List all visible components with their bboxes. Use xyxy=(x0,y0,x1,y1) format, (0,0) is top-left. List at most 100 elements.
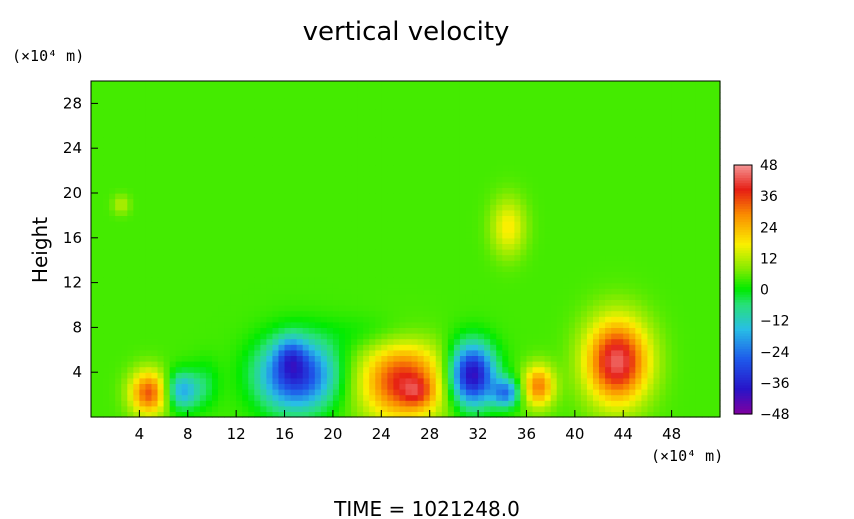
heatmap-cell xyxy=(574,215,582,222)
heatmap-cell xyxy=(399,198,407,205)
heatmap-cell xyxy=(393,282,401,289)
heatmap-cell xyxy=(677,355,685,362)
heatmap-cell xyxy=(635,187,642,194)
heatmap-cell xyxy=(230,148,237,155)
heatmap-cell xyxy=(568,394,576,401)
heatmap-cell xyxy=(211,232,219,239)
heatmap-cell xyxy=(459,198,467,205)
heatmap-cell xyxy=(248,305,255,312)
heatmap-cell xyxy=(429,148,437,155)
heatmap-cell xyxy=(496,170,503,177)
heatmap-cell xyxy=(187,193,195,200)
heatmap-cell xyxy=(653,288,661,295)
heatmap-cell xyxy=(562,377,570,384)
heatmap-cell xyxy=(242,349,249,356)
heatmap-cell xyxy=(411,405,419,412)
heatmap-cell xyxy=(218,271,225,278)
heatmap-cell xyxy=(484,366,491,373)
heatmap-cell xyxy=(187,254,195,261)
heatmap-cell xyxy=(526,193,534,200)
heatmap-cell xyxy=(230,254,237,261)
heatmap-cell xyxy=(320,366,328,373)
heatmap-cell xyxy=(532,372,540,379)
heatmap-cell xyxy=(490,349,497,356)
heatmap-cell xyxy=(659,282,667,289)
heatmap-cell xyxy=(266,170,274,177)
heatmap-cell xyxy=(459,265,467,272)
heatmap-cell xyxy=(514,187,522,194)
heatmap-cell xyxy=(556,198,564,205)
heatmap-cell xyxy=(478,411,485,418)
heatmap-cell xyxy=(459,181,467,188)
heatmap-cell xyxy=(127,249,134,256)
heatmap-cell xyxy=(574,355,582,362)
heatmap-cell xyxy=(635,198,642,205)
heatmap-cell xyxy=(332,288,340,295)
heatmap-cell xyxy=(574,232,582,239)
heatmap-cell xyxy=(211,277,219,284)
heatmap-cell xyxy=(574,198,582,205)
heatmap-cell xyxy=(284,232,292,239)
heatmap-cell xyxy=(296,153,304,160)
heatmap-cell xyxy=(429,271,437,278)
heatmap-cell xyxy=(248,159,255,166)
heatmap-cell xyxy=(574,344,582,351)
heatmap-cell xyxy=(175,187,183,194)
heatmap-cell xyxy=(399,204,407,211)
heatmap-cell xyxy=(417,293,425,300)
heatmap-cell xyxy=(496,389,503,396)
heatmap-cell xyxy=(514,411,522,418)
heatmap-cell xyxy=(453,361,461,368)
heatmap-cell xyxy=(272,411,280,418)
heatmap-cell xyxy=(417,361,425,368)
heatmap-cell xyxy=(121,377,128,384)
heatmap-cell xyxy=(351,226,358,233)
heatmap-cell xyxy=(707,321,715,328)
heatmap-cell xyxy=(326,260,334,267)
heatmap-cell xyxy=(332,400,340,407)
heatmap-cell xyxy=(568,193,576,200)
heatmap-cell xyxy=(363,305,370,312)
heatmap-cell xyxy=(187,372,195,379)
heatmap-cell xyxy=(623,310,630,317)
heatmap-cell xyxy=(586,361,594,368)
heatmap-cell xyxy=(230,237,237,244)
heatmap-cell xyxy=(677,293,685,300)
heatmap-cell xyxy=(242,193,249,200)
heatmap-cell xyxy=(363,288,370,295)
heatmap-cell xyxy=(701,327,709,334)
heatmap-cell xyxy=(399,221,407,228)
heatmap-cell xyxy=(139,293,147,300)
heatmap-cell xyxy=(647,198,655,205)
heatmap-cell xyxy=(701,305,709,312)
heatmap-cell xyxy=(520,271,528,278)
heatmap-cell xyxy=(218,349,225,356)
heatmap-cell xyxy=(623,377,630,384)
heatmap-cell xyxy=(199,209,207,216)
heatmap-cell xyxy=(133,265,140,272)
heatmap-cell xyxy=(145,394,153,401)
heatmap-cell xyxy=(502,148,509,155)
heatmap-cell xyxy=(689,293,697,300)
heatmap-cell xyxy=(236,305,243,312)
heatmap-cell xyxy=(284,254,292,261)
heatmap-cell xyxy=(453,260,461,267)
heatmap-cell xyxy=(478,209,485,216)
heatmap-cell xyxy=(472,170,479,177)
heatmap-cell xyxy=(580,310,588,317)
heatmap-cell xyxy=(393,237,401,244)
heatmap-cell xyxy=(435,204,443,211)
heatmap-cell xyxy=(387,148,395,155)
heatmap-cell xyxy=(550,400,558,407)
heatmap-cell xyxy=(254,344,261,351)
heatmap-cell xyxy=(417,243,425,250)
heatmap-cell xyxy=(701,170,709,177)
heatmap-cell xyxy=(242,305,249,312)
heatmap-cell xyxy=(574,159,582,166)
heatmap-cell xyxy=(605,411,612,418)
heatmap-cell xyxy=(496,153,503,160)
heatmap-cell xyxy=(169,377,177,384)
heatmap-cell xyxy=(369,176,376,183)
heatmap-cell xyxy=(375,361,382,368)
heatmap-cell xyxy=(127,394,134,401)
